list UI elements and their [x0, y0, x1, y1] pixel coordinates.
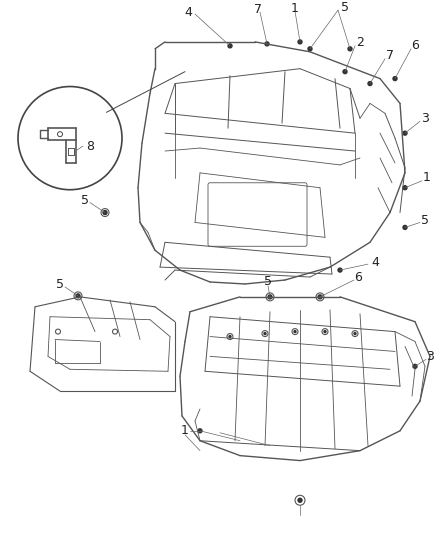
Text: 6: 6 — [411, 39, 419, 52]
Text: 4: 4 — [184, 6, 192, 19]
Circle shape — [198, 429, 202, 433]
Text: 7: 7 — [386, 49, 394, 62]
Circle shape — [264, 333, 266, 335]
Circle shape — [265, 42, 269, 46]
Circle shape — [298, 40, 302, 44]
Circle shape — [368, 82, 372, 85]
Circle shape — [403, 186, 407, 190]
Circle shape — [403, 225, 407, 229]
Circle shape — [298, 498, 302, 502]
Text: 5: 5 — [81, 194, 89, 207]
Text: 5: 5 — [421, 214, 429, 227]
Text: 4: 4 — [371, 256, 379, 269]
Circle shape — [324, 330, 326, 333]
Text: 5: 5 — [56, 278, 64, 292]
Circle shape — [393, 77, 397, 80]
Text: 8: 8 — [86, 140, 94, 152]
Circle shape — [103, 211, 107, 214]
Circle shape — [354, 333, 356, 335]
Text: 5: 5 — [341, 1, 349, 14]
Circle shape — [338, 268, 342, 272]
Text: 7: 7 — [254, 3, 262, 15]
Circle shape — [403, 131, 407, 135]
Circle shape — [308, 47, 312, 51]
Circle shape — [229, 336, 231, 337]
Text: 1: 1 — [181, 424, 189, 437]
Circle shape — [228, 44, 232, 48]
Circle shape — [294, 330, 296, 333]
Circle shape — [268, 295, 272, 299]
Circle shape — [413, 365, 417, 368]
Circle shape — [343, 70, 347, 74]
Text: 6: 6 — [354, 271, 362, 284]
Circle shape — [348, 47, 352, 51]
Text: 2: 2 — [356, 36, 364, 50]
Text: 1: 1 — [423, 171, 431, 184]
Circle shape — [318, 295, 322, 299]
Text: 3: 3 — [421, 112, 429, 125]
Text: 3: 3 — [426, 350, 434, 363]
Text: 1: 1 — [291, 2, 299, 15]
Circle shape — [76, 294, 80, 298]
Text: 5: 5 — [264, 276, 272, 288]
